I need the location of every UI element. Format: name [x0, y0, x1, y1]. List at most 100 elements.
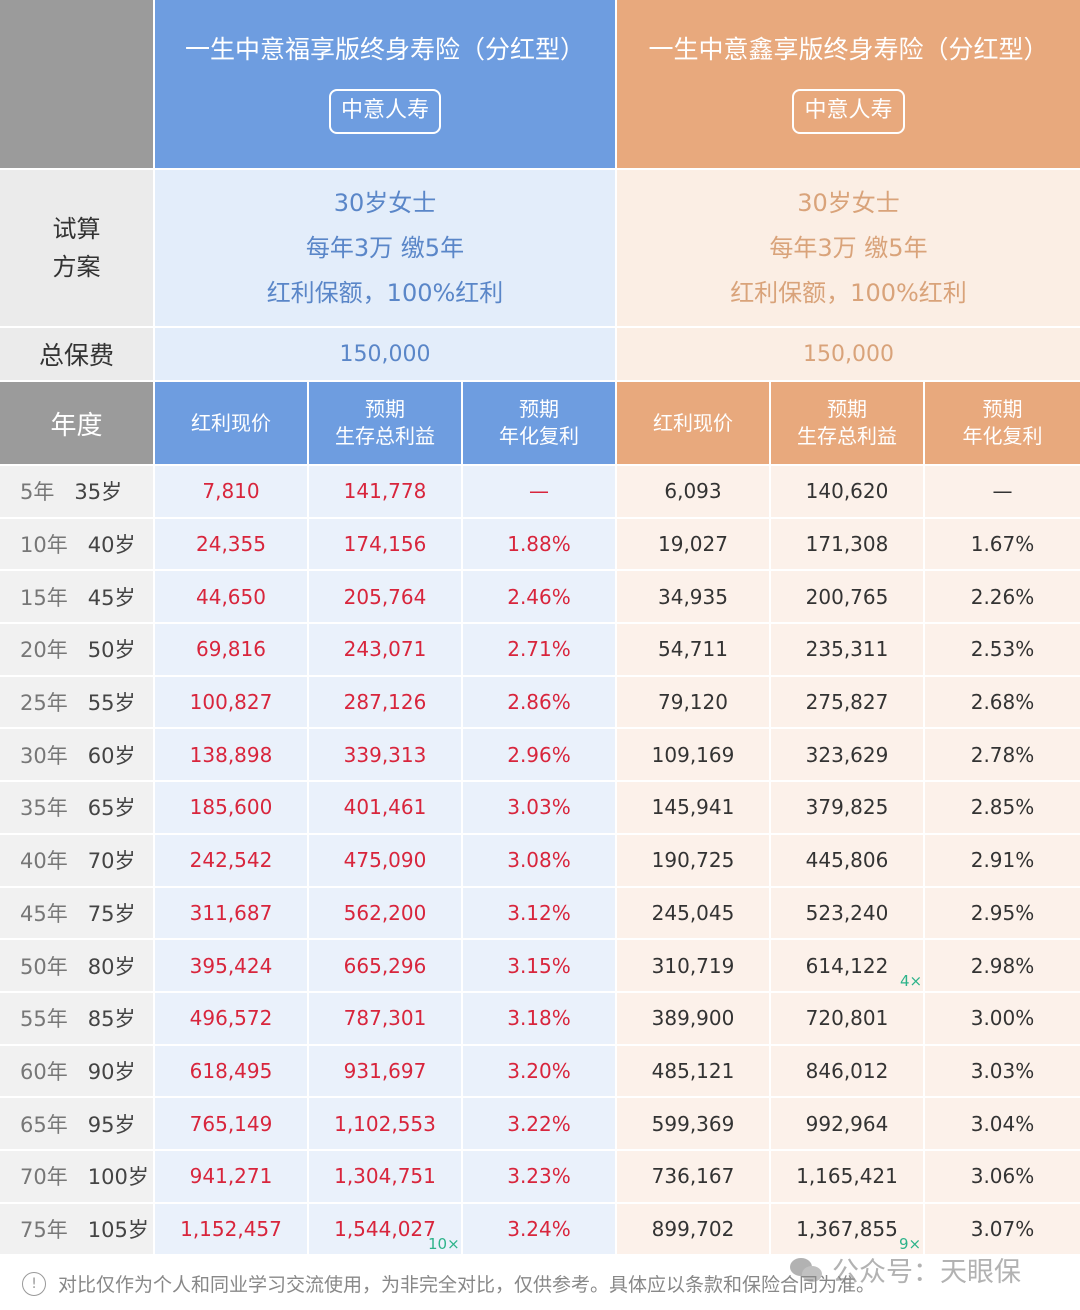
row-age: 55岁: [87, 691, 136, 716]
row-year: 45年: [20, 901, 68, 926]
row-year: 20年: [20, 638, 68, 663]
table-cell: 235,311: [771, 624, 925, 677]
column-header: 预期 生存总利益: [309, 382, 463, 466]
table-cell: 138,898: [155, 729, 309, 783]
row-year: 5年: [20, 480, 55, 505]
label-line: 方案: [52, 253, 101, 281]
row-age: 35岁: [74, 480, 123, 505]
table-cell: 3.24%: [463, 1203, 617, 1257]
table-cell: 3.03%: [925, 1045, 1080, 1099]
table-cell: 3.15%: [463, 940, 617, 993]
table-cell: 19,027: [617, 518, 771, 572]
info-icon: !: [22, 1271, 46, 1296]
row-age: 45岁: [87, 585, 136, 610]
row-label: 65年 95岁: [0, 1098, 155, 1151]
table-cell: —: [925, 466, 1080, 519]
table-cell: 3.22%: [463, 1098, 617, 1151]
column-header-line: 预期: [365, 397, 405, 421]
table-cell: 275,827: [771, 676, 925, 730]
product-name: 一生中意福享版终身寿险（分红型）: [184, 35, 585, 65]
column-header-line: 红利现价: [191, 410, 271, 435]
table-cell: 765,149: [155, 1098, 309, 1151]
year-header: 年度: [0, 382, 155, 466]
table-cell: 200,765: [771, 571, 925, 625]
column-header-line: 生存总利益: [335, 424, 435, 448]
table-cell: 614,122: [771, 940, 925, 993]
scheme-line: 30岁女士: [797, 188, 900, 217]
table-cell: 665,296: [309, 940, 463, 993]
table-cell: 3.23%: [463, 1150, 617, 1204]
product-header-1: 一生中意福享版终身寿险（分红型） 中意人寿: [155, 0, 617, 170]
table-cell: 1,544,027: [309, 1203, 463, 1257]
table-cell: 3.18%: [463, 992, 617, 1046]
scheme-line: 30岁女士: [333, 188, 437, 217]
table-cell: 1,367,855: [771, 1203, 925, 1257]
table-cell: 720,801: [771, 992, 925, 1046]
row-year: 75年: [20, 1217, 68, 1242]
table-cell: 599,369: [617, 1098, 771, 1151]
table-cell: 242,542: [155, 834, 309, 888]
watermark-text: 公众号：天眼保: [832, 1257, 1021, 1288]
disclaimer-text: 对比仅作为个人和同业学习交流使用，为非完全对比，仅供参考。具体应以条款和保险合同…: [58, 1274, 876, 1296]
table-cell: 2.91%: [925, 834, 1080, 888]
column-header-line: 预期: [519, 397, 559, 421]
table-cell: 2.46%: [463, 571, 617, 625]
annotation-4x: 4×: [900, 972, 923, 990]
row-age: 75岁: [87, 901, 136, 926]
row-year: 70年: [20, 1165, 68, 1190]
table-cell: 445,806: [771, 834, 925, 888]
wechat-icon: [790, 1256, 824, 1284]
table-cell: 475,090: [309, 834, 463, 888]
column-header: 预期 年化复利: [925, 382, 1080, 466]
column-header: 红利现价: [155, 382, 309, 466]
table-cell: 2.53%: [925, 624, 1080, 677]
corner-cell: [0, 0, 155, 170]
table-cell: 496,572: [155, 992, 309, 1046]
table-cell: 44,650: [155, 571, 309, 625]
row-age: 95岁: [87, 1112, 136, 1137]
row-age: 40岁: [87, 533, 136, 558]
row-age: 70岁: [87, 849, 136, 874]
table-cell: 3.12%: [463, 887, 617, 941]
column-header-line: 预期: [827, 397, 867, 421]
column-header-line: 红利现价: [653, 410, 733, 435]
scheme-label: 试算 方案: [0, 170, 155, 328]
annotation-10x: 10×: [428, 1235, 460, 1253]
table-cell: 1.88%: [463, 518, 617, 572]
table-cell: 24,355: [155, 518, 309, 572]
row-year: 50年: [20, 954, 68, 979]
table-cell: 401,461: [309, 782, 463, 835]
row-age: 60岁: [87, 743, 136, 768]
table-cell: 899,702: [617, 1203, 771, 1257]
scheme-line: 红利保额，100%红利: [266, 278, 504, 307]
company-badge: 中意人寿: [328, 88, 441, 134]
row-year: 25年: [20, 691, 68, 716]
table-cell: 243,071: [309, 624, 463, 677]
table-cell: 3.00%: [925, 992, 1080, 1046]
row-year: 10年: [20, 533, 68, 558]
scheme-1: 30岁女士 每年3万 缴5年 红利保额，100%红利: [155, 170, 617, 328]
row-age: 105岁: [87, 1217, 149, 1242]
watermark: 公众号：天眼保: [790, 1250, 1021, 1289]
row-year: 55年: [20, 1007, 68, 1032]
row-label: 30年 60岁: [0, 729, 155, 783]
row-age: 90岁: [87, 1059, 136, 1084]
table-cell: 787,301: [309, 992, 463, 1046]
table-cell: 339,313: [309, 729, 463, 783]
table-cell: 485,121: [617, 1045, 771, 1099]
row-label: 20年 50岁: [0, 624, 155, 677]
table-cell: 34,935: [617, 571, 771, 625]
column-header-line: 生存总利益: [797, 424, 897, 448]
table-cell: 6,093: [617, 466, 771, 519]
table-cell: 992,964: [771, 1098, 925, 1151]
table-cell: 190,725: [617, 834, 771, 888]
row-label: 45年 75岁: [0, 887, 155, 941]
column-header-line: 年化复利: [499, 424, 579, 448]
row-label: 10年 40岁: [0, 518, 155, 572]
row-label: 25年 55岁: [0, 676, 155, 730]
row-year: 40年: [20, 849, 68, 874]
column-header-line: 年化复利: [962, 424, 1043, 448]
column-header-line: 预期: [982, 397, 1023, 421]
table-cell: 379,825: [771, 782, 925, 835]
row-year: 15年: [20, 585, 68, 610]
